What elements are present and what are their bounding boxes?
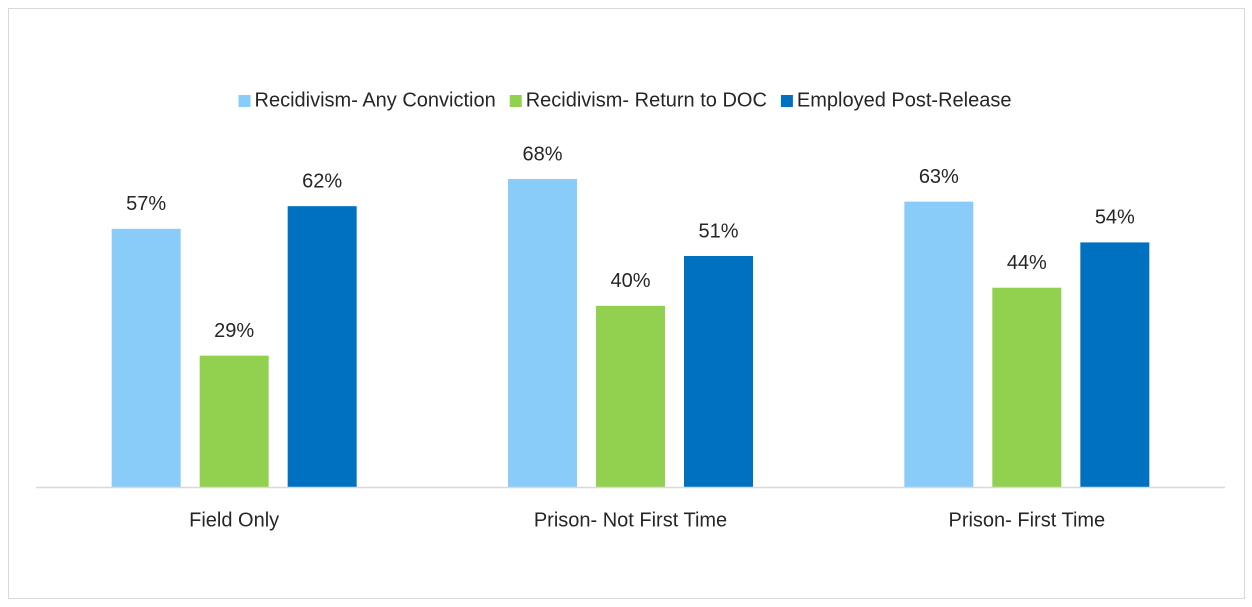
bar	[596, 305, 665, 487]
bar	[904, 201, 974, 487]
bar	[287, 206, 357, 488]
x-tick-label: Field Only	[189, 509, 279, 531]
data-label: 68%	[522, 143, 562, 165]
legend-label: Recidivism- Return to DOC	[526, 89, 767, 111]
data-label: 62%	[302, 170, 342, 192]
bar	[508, 179, 577, 487]
bar	[111, 228, 181, 487]
bar	[1080, 242, 1150, 487]
legend-swatch	[780, 95, 793, 107]
legend-label: Employed Post-Release	[797, 89, 1012, 111]
legend-label: Recidivism- Any Conviction	[255, 89, 496, 111]
data-label: 44%	[1007, 252, 1047, 274]
data-label: 57%	[126, 193, 166, 215]
data-label: 51%	[698, 220, 738, 242]
bar	[199, 355, 269, 487]
data-label: 29%	[214, 320, 254, 342]
bar	[992, 287, 1062, 487]
legend-swatch	[509, 95, 522, 107]
data-label: 63%	[919, 166, 959, 188]
data-label: 40%	[610, 270, 650, 292]
x-tick-label: Prison- Not First Time	[534, 509, 727, 531]
data-label: 54%	[1095, 207, 1135, 229]
legend-swatch	[238, 95, 251, 107]
x-tick-label: Prison- First Time	[948, 509, 1105, 531]
bar	[684, 256, 753, 487]
